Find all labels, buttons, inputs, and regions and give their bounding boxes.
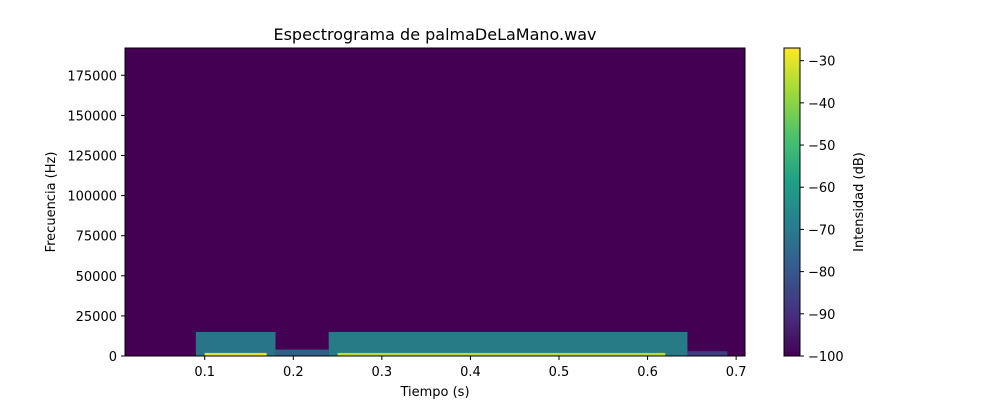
- chart-title: Espectrograma de palmaDeLaMano.wav: [273, 25, 596, 44]
- y-tick-label: 0: [109, 350, 117, 365]
- x-tick-label: 0.3: [372, 365, 393, 380]
- energy-region-3: [687, 351, 728, 356]
- energy-region-1: [275, 349, 329, 356]
- colorbar-tick-label: −100: [808, 350, 844, 365]
- y-tick-label: 150000: [67, 109, 117, 124]
- colorbar-label: Intensidad (dB): [852, 152, 867, 252]
- colorbar-tick-label: −40: [808, 97, 835, 112]
- y-tick-label: 75000: [76, 230, 117, 245]
- colorbar-tick-label: −30: [808, 55, 835, 70]
- x-tick-label: 0.6: [637, 365, 658, 380]
- plot-frame: [124, 47, 746, 357]
- colorbar-tick-label: −50: [808, 139, 835, 154]
- x-tick-label: 0.7: [726, 365, 747, 380]
- colorbar-tick-label: −70: [808, 223, 835, 238]
- x-tick-label: 0.5: [549, 365, 570, 380]
- peak-line-1: [337, 352, 666, 356]
- colorbar: [783, 47, 801, 357]
- spectrogram-background: [125, 48, 745, 356]
- x-axis-label: Tiempo (s): [399, 385, 469, 400]
- y-tick-label: 175000: [67, 69, 117, 84]
- x-tick-label: 0.1: [194, 365, 215, 380]
- energy-region-0: [195, 331, 276, 356]
- x-tick-label: 0.2: [283, 365, 304, 380]
- colorbar-tick-label: −90: [808, 308, 835, 323]
- colorbar-tick-label: −60: [808, 181, 835, 196]
- y-tick-label: 125000: [67, 149, 117, 164]
- y-tick-label: 50000: [76, 270, 117, 285]
- x-tick-label: 0.4: [460, 365, 481, 380]
- y-axis-label: Frecuencia (Hz): [44, 152, 59, 253]
- y-tick-label: 100000: [67, 190, 117, 205]
- y-tick-label: 25000: [76, 310, 117, 325]
- plot-area: [125, 48, 745, 356]
- colorbar-tick-label: −80: [808, 266, 835, 281]
- peak-line-0: [204, 352, 267, 356]
- energy-region-2: [328, 331, 688, 356]
